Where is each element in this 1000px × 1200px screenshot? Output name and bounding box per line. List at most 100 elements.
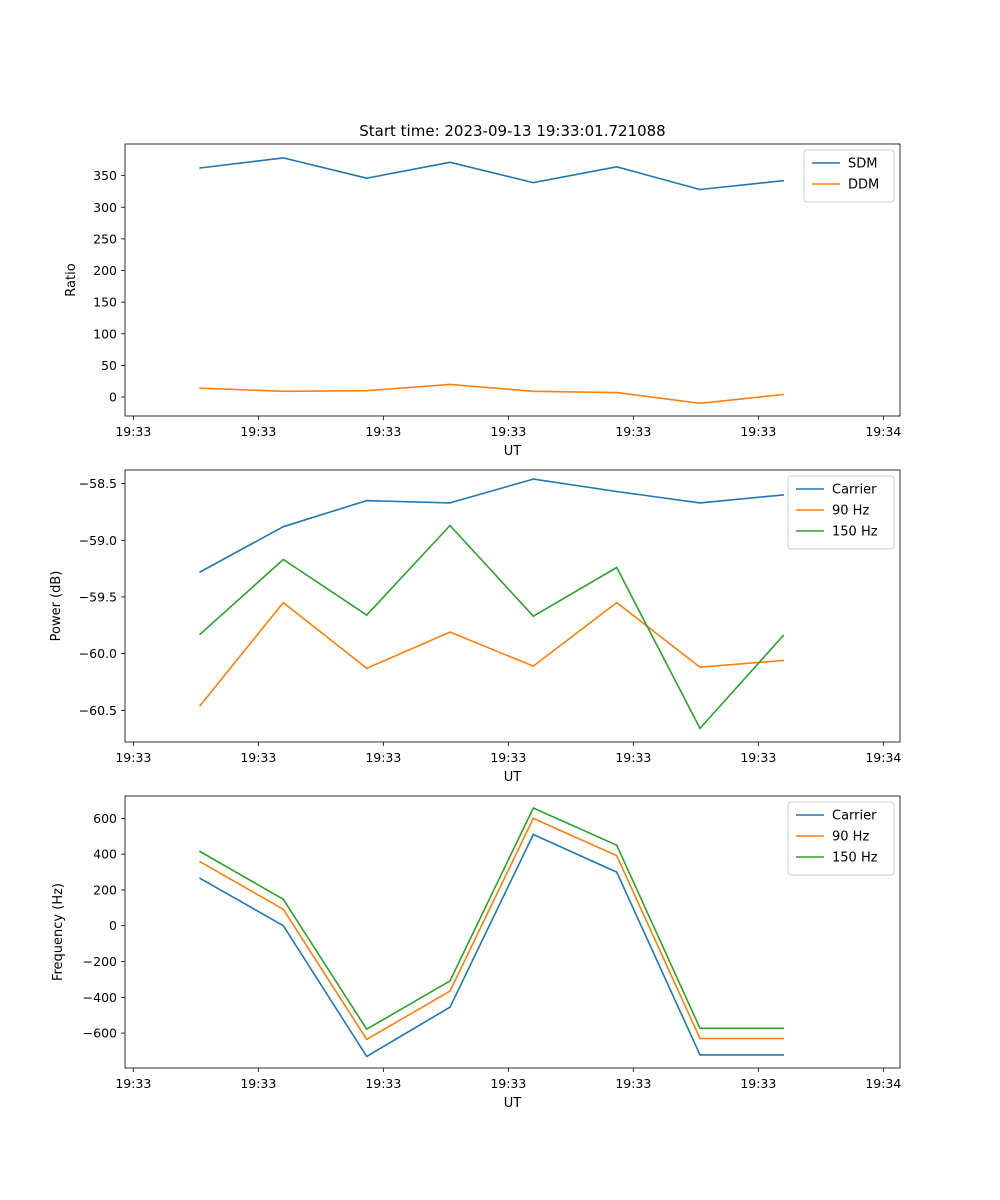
y-tick-label: −60.0 xyxy=(79,646,117,661)
data-point xyxy=(532,807,535,809)
y-tick-label: −200 xyxy=(83,954,117,969)
series-line-carrier xyxy=(199,833,784,1058)
series-line-150-hz xyxy=(199,524,784,730)
data-point xyxy=(449,990,451,992)
data-point xyxy=(532,817,535,820)
data-point xyxy=(615,871,618,873)
data-point xyxy=(532,615,535,617)
x-tick-label: 19:33 xyxy=(115,750,151,765)
chart-panel-2: 19:33 19:33 19:33 19:33 19:33 19:33 19:34 UT −60… xyxy=(49,469,901,785)
y-axis-label: Frequency (Hz) xyxy=(51,883,66,981)
y-tick-label: −400 xyxy=(83,990,117,1005)
data-point xyxy=(199,387,201,389)
data-point xyxy=(615,844,618,847)
data-point xyxy=(615,165,618,168)
x-tick-label: 19:33 xyxy=(490,1076,526,1091)
x-tick-label: 19:33 xyxy=(490,424,526,439)
data-point xyxy=(449,980,451,982)
data-point xyxy=(365,1028,368,1030)
data-point xyxy=(699,727,701,730)
data-point xyxy=(199,850,201,853)
data-point xyxy=(532,478,535,480)
series-line-ddm xyxy=(199,383,784,405)
legend-label: 90 Hz xyxy=(832,830,869,845)
data-point xyxy=(449,161,451,164)
data-point xyxy=(282,390,285,393)
data-point xyxy=(615,854,618,857)
x-tick-label: 19:33 xyxy=(365,750,401,765)
y-tick-label: −60.5 xyxy=(79,703,117,718)
data-point xyxy=(449,631,451,633)
x-axis-label: UT xyxy=(504,770,522,785)
data-point xyxy=(699,1027,701,1030)
x-tick-label: 19:33 xyxy=(365,1076,401,1091)
data-point xyxy=(449,383,451,386)
data-point xyxy=(282,898,285,901)
legend-label: 150 Hz xyxy=(832,525,878,540)
x-tick-label: 19:34 xyxy=(865,1076,901,1091)
data-point xyxy=(449,1006,451,1008)
y-tick-label: 0 xyxy=(109,918,117,933)
x-tick-label: 19:34 xyxy=(865,750,901,765)
y-tick-label: 400 xyxy=(93,847,117,862)
series-line-90-hz xyxy=(199,601,784,707)
data-point xyxy=(199,877,201,880)
legend-label: Carrier xyxy=(832,483,877,498)
data-point xyxy=(782,393,785,396)
y-tick-label: 200 xyxy=(93,882,117,897)
y-tick-label: 350 xyxy=(93,168,117,183)
legend-label: DDM xyxy=(848,178,879,193)
data-point xyxy=(449,524,451,527)
data-point xyxy=(199,633,201,636)
data-point xyxy=(699,666,701,668)
data-point xyxy=(699,188,701,191)
y-tick-label: 250 xyxy=(93,231,117,246)
data-point xyxy=(199,704,201,707)
data-point xyxy=(699,1037,701,1040)
data-point xyxy=(782,659,785,662)
data-point xyxy=(615,490,618,493)
data-point xyxy=(615,566,618,569)
data-point xyxy=(365,389,368,392)
data-point xyxy=(782,179,785,182)
legend: Carrier 90 Hz 150 Hz xyxy=(787,475,895,550)
data-point xyxy=(782,1027,785,1030)
x-tick-label: 19:33 xyxy=(615,750,651,765)
data-point xyxy=(449,502,451,504)
y-tick-label: −600 xyxy=(83,1026,117,1041)
x-tick-label: 19:33 xyxy=(740,1076,776,1091)
x-tick-label: 19:33 xyxy=(240,750,276,765)
data-point xyxy=(199,860,201,863)
y-tick-label: 50 xyxy=(101,358,117,373)
x-axis-label: UT xyxy=(504,1096,522,1111)
y-tick-label: 0 xyxy=(109,390,117,405)
data-point xyxy=(699,402,701,405)
legend-label: Carrier xyxy=(832,809,877,824)
legend-label: 90 Hz xyxy=(832,504,869,519)
y-tick-label: −58.5 xyxy=(79,476,117,491)
data-point xyxy=(532,181,535,184)
data-point xyxy=(782,1037,785,1040)
y-tick-label: 100 xyxy=(93,326,117,341)
x-tick-label: 19:33 xyxy=(240,424,276,439)
data-point xyxy=(365,1055,368,1058)
legend: SDM DDM xyxy=(803,149,895,203)
data-point xyxy=(365,177,368,179)
data-point xyxy=(365,1038,368,1041)
x-tick-label: 19:33 xyxy=(115,1076,151,1091)
series-line-carrier xyxy=(199,478,784,573)
chart-panel-3: 19:33 19:33 19:33 19:33 19:33 19:33 19:34 UT −60… xyxy=(51,795,901,1111)
axes-frame xyxy=(124,469,901,743)
data-point xyxy=(282,924,285,927)
series-line-90-hz xyxy=(199,817,784,1041)
y-axis-label: Ratio xyxy=(64,263,79,296)
data-point xyxy=(282,525,285,528)
data-point xyxy=(532,665,535,667)
legend: Carrier 90 Hz 150 Hz xyxy=(787,801,895,876)
x-tick-label: 19:33 xyxy=(740,424,776,439)
x-axis-label: UT xyxy=(504,444,522,459)
x-tick-label: 19:33 xyxy=(115,424,151,439)
data-point xyxy=(782,1054,785,1056)
data-point xyxy=(282,601,285,604)
